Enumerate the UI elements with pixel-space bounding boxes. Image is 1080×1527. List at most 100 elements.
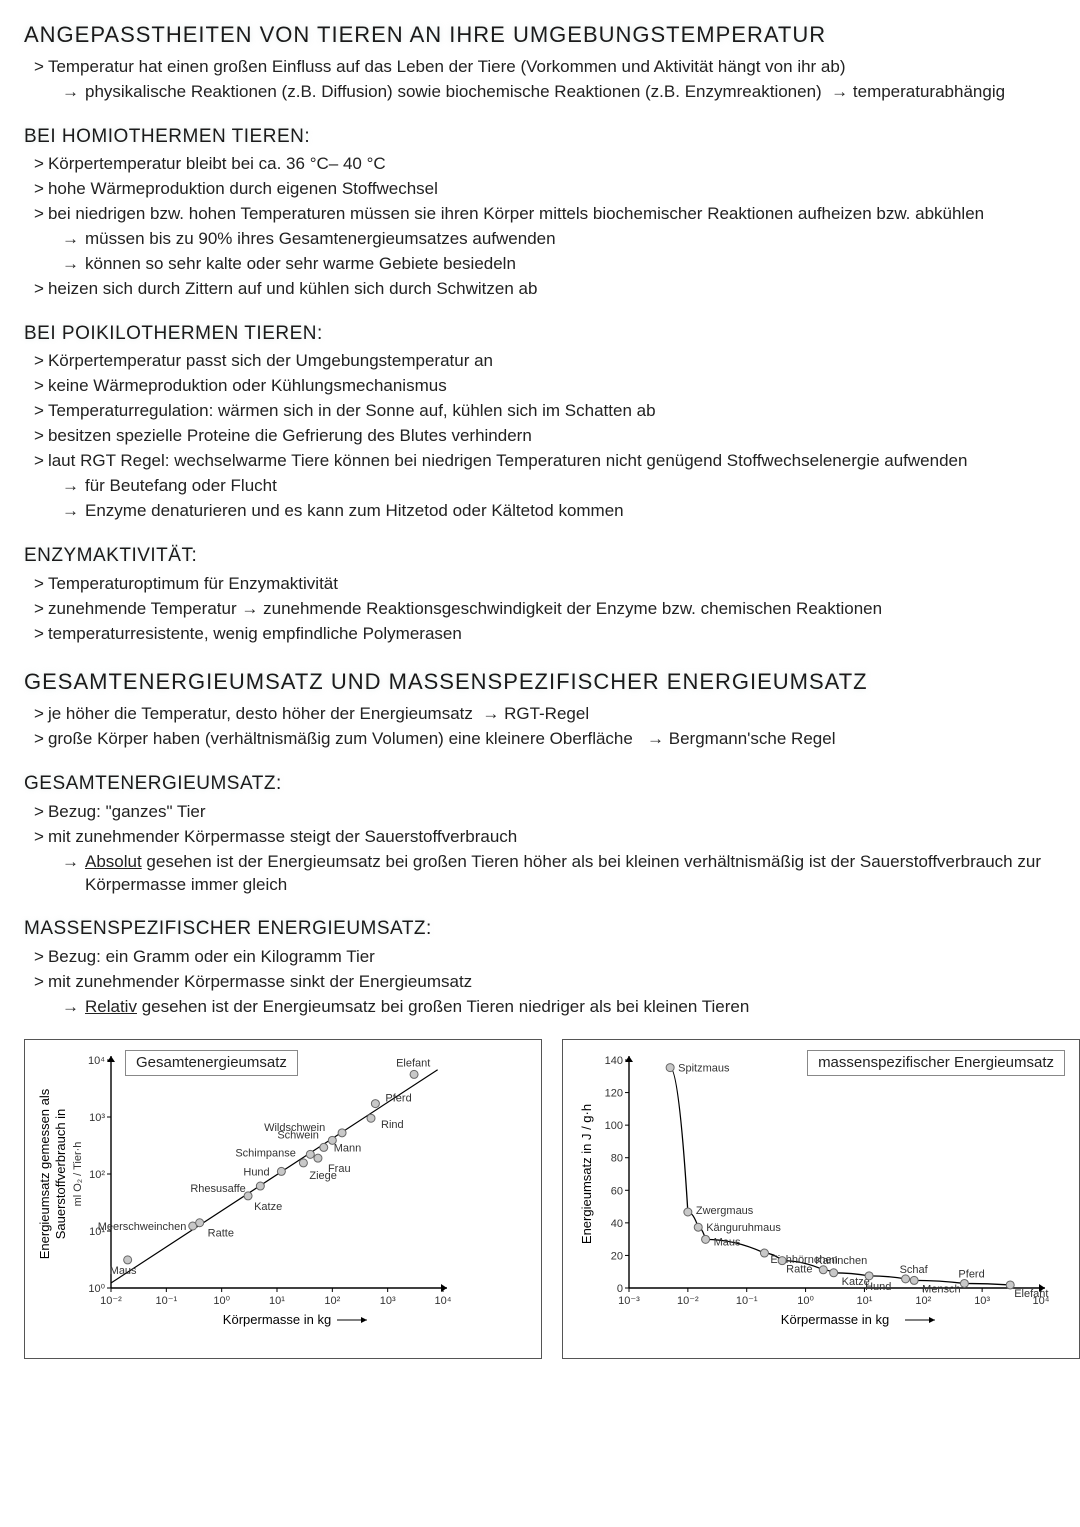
bullet-icon: > [34,801,44,824]
text: Körpertemperatur bleibt bei ca. 36 °C– 4… [48,153,1056,176]
heading-main-1: ANGEPASSTHEITEN VON TIEREN AN IHRE UMGEB… [24,20,1056,50]
text: mit zunehmender Körpermasse sinkt der En… [48,971,1056,994]
svg-text:Katze: Katze [254,1201,282,1213]
svg-text:Meerschweinchen: Meerschweinchen [98,1221,187,1233]
text: Relativ gesehen ist der Energieumsatz be… [85,996,1056,1019]
svg-text:Mann: Mann [334,1142,362,1154]
svg-text:10¹: 10¹ [856,1295,872,1307]
text: temperaturresistente, wenig empfindliche… [48,623,1056,646]
svg-text:10⁻²: 10⁻² [677,1295,699,1307]
bullet-icon: > [34,425,44,448]
arrow-icon: → [62,81,79,104]
svg-text:10³: 10³ [380,1295,396,1307]
bullet-icon: > [34,375,44,398]
svg-text:10⁰: 10⁰ [88,1283,105,1295]
svg-text:Hund: Hund [243,1166,269,1178]
arrow-icon: → [62,500,79,523]
svg-text:Elefant: Elefant [396,1057,430,1069]
arrow-icon: → [241,599,258,618]
svg-text:Wildschwein: Wildschwein [264,1122,325,1134]
svg-text:60: 60 [611,1185,623,1197]
section-1: >Temperatur hat einen großen Einfluss au… [34,56,1056,104]
chart1-title: Gesamtenergieumsatz [125,1050,298,1076]
svg-text:Ratte: Ratte [786,1264,812,1276]
svg-text:Zwergmaus: Zwergmaus [696,1205,754,1217]
svg-text:10⁰: 10⁰ [213,1295,230,1307]
section-4: >Temperaturoptimum für Enzymaktivität >z… [34,573,1056,646]
chart1-svg: 10⁻²10⁻¹10⁰10¹10²10³10⁴10⁰10¹10²10³10⁴Ma… [33,1048,533,1348]
bullet-icon: > [34,826,44,849]
text: können so sehr kalte oder sehr warme Geb… [85,253,1056,276]
svg-text:10²: 10² [915,1295,931,1307]
arrow-icon: → [831,82,848,101]
section-7: >Bezug: ein Gramm oder ein Kilogramm Tie… [34,946,1056,1019]
text: Temperaturoptimum für Enzymaktivität [48,573,1056,596]
svg-text:Energieumsatz in J / g·h: Energieumsatz in J / g·h [579,1104,594,1244]
svg-text:Körpermasse in kg: Körpermasse in kg [781,1312,889,1327]
svg-text:Maus: Maus [110,1265,137,1277]
bullet-icon: > [34,350,44,373]
svg-text:10⁻²: 10⁻² [100,1295,122,1307]
arrow-icon: → [482,704,499,723]
heading-main-2: GESAMTENERGIEUMSATZ UND MASSENSPEZIFISCH… [24,667,1056,697]
svg-text:Rind: Rind [381,1119,404,1131]
svg-text:120: 120 [605,1087,623,1099]
text: mit zunehmender Körpermasse steigt der S… [48,826,1056,849]
arrow-icon: → [62,253,79,276]
svg-text:10²: 10² [324,1295,340,1307]
heading-homiotherm: BEI HOMIOTHERMEN TIEREN: [24,124,1056,150]
text: müssen bis zu 90% ihres Gesamtenergieums… [85,228,1056,251]
text: Temperatur hat einen großen Einfluss auf… [48,56,1056,79]
svg-text:Kaninchen: Kaninchen [815,1255,867,1267]
heading-enzym: ENZYMAKTIVITÄT: [24,543,1056,569]
text: Absolut gesehen ist der Energieumsatz be… [85,851,1056,897]
text: zunehmende Temperatur → zunehmende Reakt… [48,598,1056,621]
text: Temperaturregulation: wärmen sich in der… [48,400,1056,423]
svg-text:Energieumsatz gemessen als: Energieumsatz gemessen als [37,1088,52,1259]
arrow-icon: → [62,996,79,1019]
text: heizen sich durch Zittern auf und kühlen… [48,278,1056,301]
text: physikalische Reaktionen (z.B. Diffusion… [85,81,1056,104]
svg-text:Mensch: Mensch [922,1283,961,1295]
svg-text:Sauerstoffverbrauch in: Sauerstoffverbrauch in [53,1109,68,1240]
svg-text:Rhesusaffe: Rhesusaffe [190,1183,245,1195]
svg-text:100: 100 [605,1120,623,1132]
bullet-icon: > [34,400,44,423]
bullet-icon: > [34,703,44,726]
section-6: >Bezug: "ganzes" Tier >mit zunehmender K… [34,801,1056,897]
svg-text:20: 20 [611,1250,623,1262]
svg-text:10³: 10³ [89,1112,105,1124]
arrow-icon: → [62,228,79,251]
bullet-icon: > [34,598,44,621]
svg-text:Pferd: Pferd [385,1093,411,1105]
svg-text:Känguruhmaus: Känguruhmaus [706,1222,781,1234]
bullet-icon: > [34,178,44,201]
svg-text:140: 140 [605,1055,623,1067]
svg-text:Schimpanse: Schimpanse [235,1147,296,1159]
text: je höher die Temperatur, desto höher der… [48,703,1056,726]
bullet-icon: > [34,971,44,994]
svg-text:10²: 10² [89,1169,105,1181]
svg-text:0: 0 [617,1283,623,1295]
svg-text:Elefant: Elefant [1014,1288,1048,1300]
bullet-icon: > [34,450,44,473]
text: große Körper haben (verhältnismäßig zum … [48,728,1056,751]
svg-text:Hund: Hund [865,1281,891,1293]
svg-text:10⁴: 10⁴ [435,1295,452,1307]
section-3: >Körpertemperatur passt sich der Umgebun… [34,350,1056,523]
section-2: >Körpertemperatur bleibt bei ca. 36 °C– … [34,153,1056,301]
svg-text:10¹: 10¹ [269,1295,285,1307]
svg-text:Spitzmaus: Spitzmaus [678,1062,730,1074]
svg-text:40: 40 [611,1218,623,1230]
heading-poikilotherm: BEI POIKILOTHERMEN TIEREN: [24,321,1056,347]
arrow-icon: → [62,851,79,874]
bullet-icon: > [34,278,44,301]
bullet-icon: > [34,623,44,646]
svg-text:10⁻¹: 10⁻¹ [155,1295,177,1307]
chart-gesamt: Gesamtenergieumsatz 10⁻² 10⁻¹ 10⁰ 10¹ 10² 10³… [24,1039,542,1359]
bullet-icon: > [34,203,44,226]
heading-gesamt: GESAMTENERGIEUMSATZ: [24,771,1056,797]
text: Bezug: ein Gramm oder ein Kilogramm Tier [48,946,1056,969]
text: hohe Wärmeproduktion durch eigenen Stoff… [48,178,1056,201]
svg-text:80: 80 [611,1153,623,1165]
